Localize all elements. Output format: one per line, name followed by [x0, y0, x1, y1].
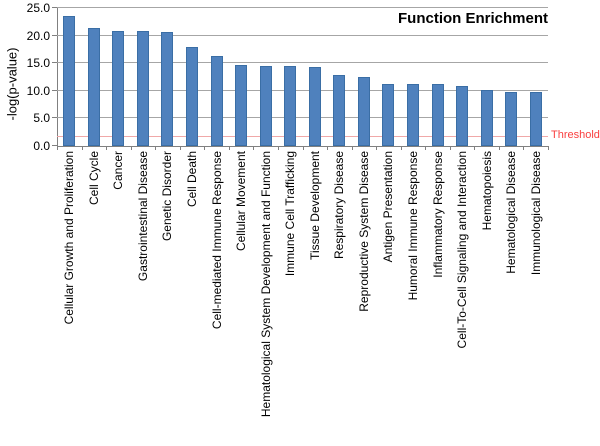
x-axis-label: Hematopoiesis — [479, 151, 494, 231]
x-axis-label: Genetic Disorder — [160, 151, 175, 242]
bar — [529, 91, 542, 146]
x-axis-tick — [228, 146, 230, 150]
bar — [186, 46, 199, 146]
x-axis-label: Cellular Growth and Proliferation — [62, 151, 77, 325]
x-axis-label: Cell Cycle — [86, 151, 101, 206]
x-axis-tick — [474, 146, 476, 150]
y-axis-tick — [52, 89, 57, 91]
x-axis-tick — [81, 146, 83, 150]
bar — [136, 30, 149, 146]
y-axis-tick-label: 20.0 — [26, 28, 50, 43]
gridline — [57, 34, 548, 36]
x-axis-label: Humoral Immune Response — [405, 151, 420, 301]
bar — [333, 75, 346, 146]
x-axis-tick — [425, 146, 427, 150]
x-axis-tick — [277, 146, 279, 150]
x-axis-label: Cell-mediated Immune Response — [209, 151, 224, 330]
x-axis-label: Inflammatory Response — [430, 151, 445, 278]
bar — [210, 56, 223, 146]
x-axis-tick — [179, 146, 181, 150]
y-axis-tick-label: 0.0 — [33, 139, 50, 153]
x-axis-label: Immune Cell Trafficking — [283, 151, 298, 277]
x-axis-tick — [400, 146, 402, 150]
bar — [505, 91, 518, 146]
x-axis-label: Cellular Movement — [234, 151, 249, 252]
bar — [235, 65, 248, 146]
bar — [357, 77, 370, 146]
threshold-line — [57, 136, 548, 138]
bar — [431, 83, 444, 146]
x-axis-tick — [253, 146, 255, 150]
y-axis-tick-label: 15.0 — [26, 56, 50, 71]
bar — [382, 83, 395, 146]
x-axis-tick — [548, 146, 549, 150]
y-axis-tick — [52, 62, 57, 64]
chart-title: Function Enrichment — [398, 10, 548, 27]
x-axis-tick — [106, 146, 108, 150]
x-axis-tick — [498, 146, 500, 150]
bar — [406, 83, 419, 146]
gridline — [57, 62, 548, 64]
x-axis-tick — [130, 146, 132, 150]
gridline — [57, 117, 548, 119]
plot-area — [52, 7, 549, 150]
y-axis-tick — [52, 34, 57, 36]
y-axis-tick — [52, 117, 57, 119]
x-axis-tick — [523, 146, 525, 150]
x-axis-tick — [351, 146, 353, 150]
x-axis-tick — [376, 146, 378, 150]
threshold-label: Threshold — [551, 129, 600, 141]
x-axis-tick — [57, 146, 58, 150]
x-axis-label: Reproductive System Disease — [356, 151, 371, 312]
bar — [308, 67, 321, 146]
bar — [259, 65, 272, 146]
x-axis-tick — [155, 146, 157, 150]
gridline — [57, 89, 548, 91]
y-axis-tick — [52, 145, 57, 146]
x-axis-label: Immunological Disease — [528, 151, 543, 276]
x-axis-tick — [302, 146, 304, 150]
bar — [63, 16, 76, 146]
x-axis-label: Hematological System Development and Fun… — [258, 151, 273, 418]
bar — [456, 86, 469, 146]
y-axis-tick-label: 25.0 — [26, 1, 50, 15]
y-axis-tick — [52, 7, 57, 8]
x-axis-label: Respiratory Disease — [332, 151, 347, 260]
x-axis-label: Antigen Presentation — [381, 151, 396, 263]
x-axis-label: Hematological Disease — [504, 151, 519, 274]
bar — [112, 30, 125, 146]
x-axis-tick — [449, 146, 451, 150]
y-axis-tick-label: 5.0 — [33, 111, 50, 126]
y-axis-line — [57, 8, 58, 146]
bar — [284, 65, 297, 146]
x-axis-tick — [327, 146, 329, 150]
x-axis-label: Cell Death — [185, 151, 200, 208]
x-axis-label: Tissue Development — [307, 151, 322, 260]
bar — [87, 28, 100, 146]
x-axis-label: Cancer — [111, 151, 126, 190]
bar — [480, 90, 493, 146]
gridline — [57, 7, 548, 8]
x-axis-tick — [204, 146, 206, 150]
x-axis-label: Cell-To-Cell Signaling and Interaction — [455, 151, 470, 349]
bar — [161, 32, 174, 146]
y-axis-tick-label: 10.0 — [26, 83, 50, 98]
x-axis-label: Gastrointestinal Disease — [135, 151, 150, 282]
